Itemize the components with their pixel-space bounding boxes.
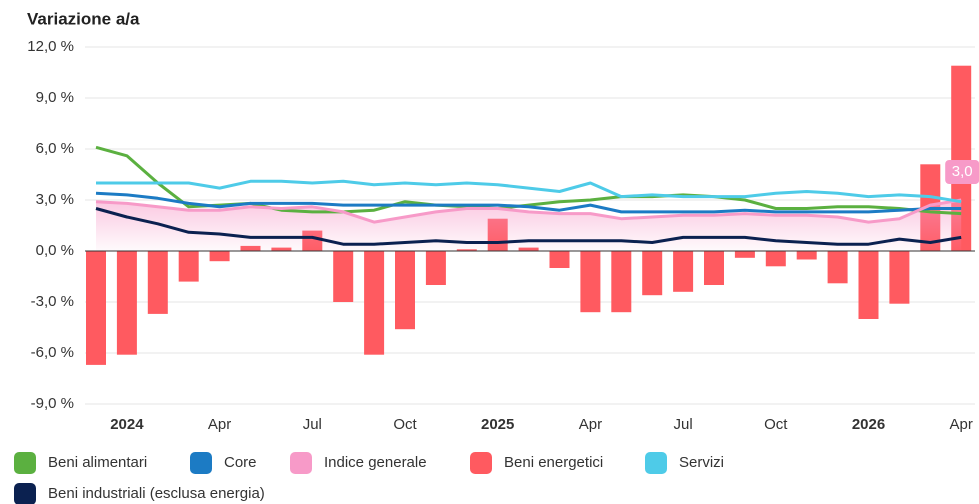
y-tick-label: 0,0 % bbox=[36, 242, 74, 259]
bar bbox=[734, 251, 755, 258]
x-tick-label: Apr bbox=[950, 416, 973, 433]
value-label-box bbox=[945, 160, 979, 184]
bar bbox=[395, 251, 415, 330]
y-tick-label: -9,0 % bbox=[31, 395, 74, 412]
legend-swatch bbox=[290, 452, 312, 474]
x-tick-label: Oct bbox=[764, 416, 788, 433]
legend-label: Core bbox=[224, 454, 257, 471]
x-tick-label: Apr bbox=[208, 416, 231, 433]
bar bbox=[796, 251, 817, 260]
y-tick-label: -3,0 % bbox=[31, 293, 74, 310]
y-tick-label: 3,0 % bbox=[36, 191, 74, 208]
bar bbox=[549, 251, 570, 268]
x-tick-label: 2025 bbox=[481, 416, 514, 433]
bar bbox=[827, 251, 848, 284]
x-tick-label: 2024 bbox=[110, 416, 144, 433]
legend-label: Beni industriali (esclusa energia) bbox=[48, 485, 265, 502]
bar bbox=[673, 251, 694, 292]
bar bbox=[858, 251, 879, 319]
legend-swatch bbox=[14, 483, 36, 504]
legend-swatch bbox=[14, 452, 36, 474]
bar bbox=[147, 251, 168, 314]
x-tick-label: Jul bbox=[303, 416, 322, 433]
legend-swatch bbox=[645, 452, 667, 474]
line bbox=[95, 191, 962, 214]
x-tick-label: Apr bbox=[579, 416, 602, 433]
bar bbox=[364, 251, 385, 355]
bar bbox=[209, 251, 230, 262]
y-tick-label: 12,0 % bbox=[27, 38, 74, 55]
x-tick-label: Jul bbox=[674, 416, 693, 433]
legend-label: Indice generale bbox=[324, 454, 427, 471]
bar bbox=[580, 251, 601, 313]
legend-label: Beni energetici bbox=[504, 454, 603, 471]
bar bbox=[86, 251, 106, 365]
line bbox=[95, 207, 962, 246]
x-tick-label: Oct bbox=[393, 416, 417, 433]
y-tick-label: -6,0 % bbox=[31, 344, 74, 361]
line bbox=[95, 145, 962, 216]
bar bbox=[116, 251, 137, 355]
line bbox=[95, 198, 962, 224]
legend-label: Servizi bbox=[679, 454, 724, 471]
bar bbox=[333, 251, 354, 302]
value-label: 3,0 bbox=[952, 163, 973, 180]
legend-swatch bbox=[190, 452, 212, 474]
bar bbox=[611, 251, 632, 313]
bar bbox=[642, 251, 663, 296]
bar bbox=[765, 251, 786, 267]
chart-title: Variazione a/a bbox=[27, 9, 140, 28]
x-tick-label: 2026 bbox=[852, 416, 885, 433]
bar bbox=[889, 251, 910, 304]
y-tick-label: 6,0 % bbox=[36, 140, 74, 157]
y-tick-label: 9,0 % bbox=[36, 89, 74, 106]
line bbox=[96, 179, 962, 204]
bar bbox=[425, 251, 446, 285]
bar bbox=[704, 251, 724, 285]
legend-swatch bbox=[470, 452, 492, 474]
bar bbox=[178, 251, 199, 282]
legend-label: Beni alimentari bbox=[48, 454, 147, 471]
